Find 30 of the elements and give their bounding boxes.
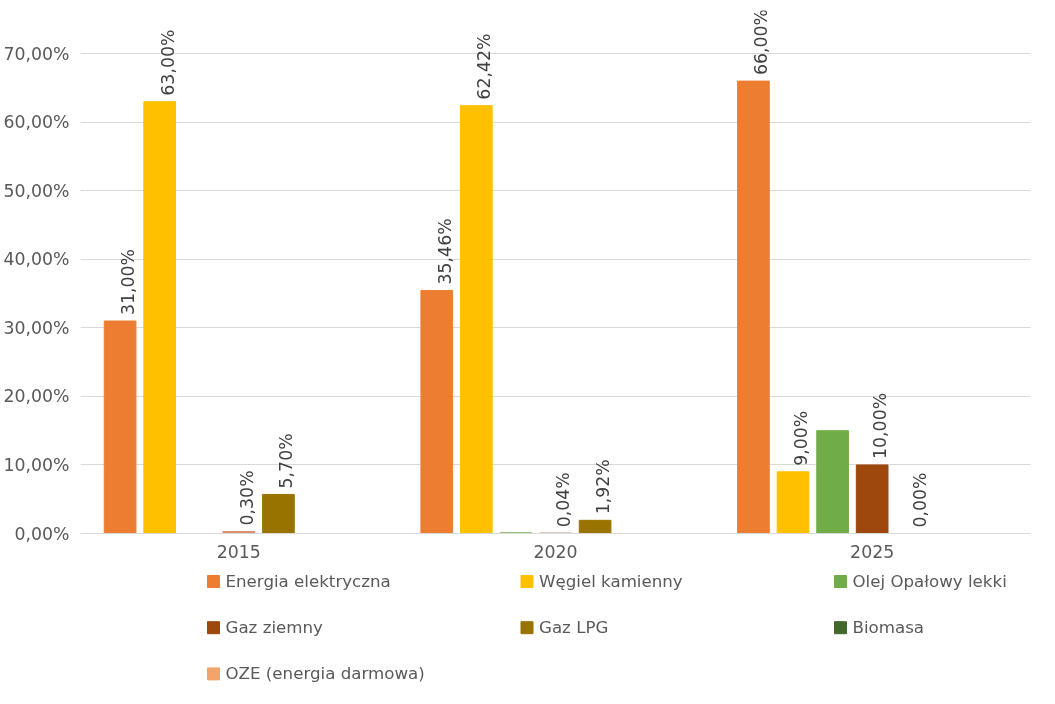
- y-tick-label: 50,00%: [3, 180, 70, 201]
- legend-label: Biomasa: [852, 618, 925, 638]
- data-label: 10,00%: [870, 392, 891, 459]
- x-tick-label: 2025: [850, 541, 895, 562]
- y-tick-label: 10,00%: [3, 454, 70, 475]
- y-tick-label: 40,00%: [3, 249, 70, 270]
- data-label: 35,46%: [434, 218, 455, 285]
- data-label: 0,00%: [909, 472, 930, 528]
- y-tick-label: 60,00%: [3, 112, 70, 133]
- legend-label: Gaz ziemny: [225, 618, 324, 638]
- data-label: 1,92%: [593, 459, 614, 515]
- legend-label: OZE (energia darmowa): [225, 664, 425, 684]
- y-tick-label: 70,00%: [3, 43, 70, 64]
- data-label: 0,30%: [236, 470, 257, 526]
- legend-label: Olej Opałowy lekki: [852, 572, 1007, 591]
- legend-label: Gaz LPG: [539, 618, 609, 638]
- data-label: 66,00%: [751, 9, 772, 76]
- data-label: 0,04%: [553, 472, 574, 528]
- y-tick-label: 20,00%: [3, 386, 70, 407]
- data-label: 9,00%: [791, 410, 811, 466]
- x-tick-label: 2020: [533, 541, 578, 562]
- data-label: 5,70%: [276, 433, 297, 489]
- data-label: 63,00%: [157, 29, 178, 96]
- data-label: 62,42%: [474, 33, 495, 100]
- x-tick-label: 2015: [216, 541, 261, 562]
- legend-label: Węgiel kamienny: [539, 572, 683, 591]
- legend-label: Energia elektryczna: [225, 572, 391, 591]
- y-tick-label: 0,00%: [14, 523, 70, 544]
- data-label: 31,00%: [118, 248, 139, 316]
- y-tick-label: 30,00%: [3, 317, 70, 338]
